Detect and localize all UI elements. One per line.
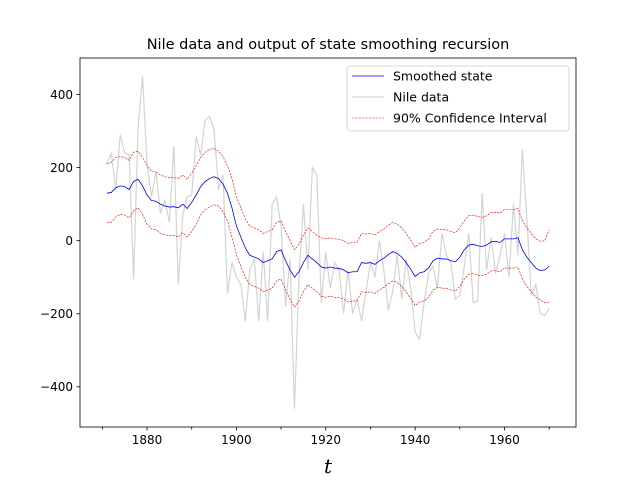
series-line-ci-upper	[106, 148, 550, 251]
y-tick-label-3: 200	[50, 161, 73, 175]
series-line-nile-data	[106, 76, 550, 409]
x-axis-label: t	[324, 454, 333, 478]
x-tick-label-1940: 1940	[400, 433, 431, 447]
x-tick-label-1960: 1960	[489, 433, 520, 447]
data-layer	[106, 76, 550, 409]
x-tick-label-1880: 1880	[132, 433, 163, 447]
chart-title: Nile data and output of state smoothing …	[147, 37, 510, 53]
x-tick-label-1920: 1920	[310, 433, 341, 447]
x-tick-label-1900: 1900	[221, 433, 252, 447]
y-axis: −400 −200 0 200 400	[40, 88, 80, 394]
series-line-ci-lower	[106, 204, 550, 308]
legend-entry-smoothed-state: Smoothed state	[352, 69, 493, 84]
series-line-smoothed-state	[106, 176, 550, 278]
y-tick-label-4: 400	[50, 88, 73, 102]
x-axis: 1880 1900 1920 1940 1960	[101, 427, 550, 447]
legend-entry-confidence-interval: 90% Confidence Interval	[352, 111, 547, 126]
legend-label-confidence-interval: 90% Confidence Interval	[393, 111, 547, 126]
y-tick-label-2: 0	[65, 234, 73, 248]
legend-box	[346, 65, 570, 132]
legend-entry-nile-data: Nile data	[352, 90, 449, 105]
legend-label-smoothed-state: Smoothed state	[393, 69, 493, 84]
y-tick-label-0: −400	[40, 380, 73, 394]
plot-frame	[79, 57, 577, 428]
legend: Smoothed state Nile data 90% Confidence …	[346, 65, 570, 132]
y-tick-label-1: −200	[40, 307, 73, 321]
legend-label-nile-data: Nile data	[393, 90, 449, 105]
